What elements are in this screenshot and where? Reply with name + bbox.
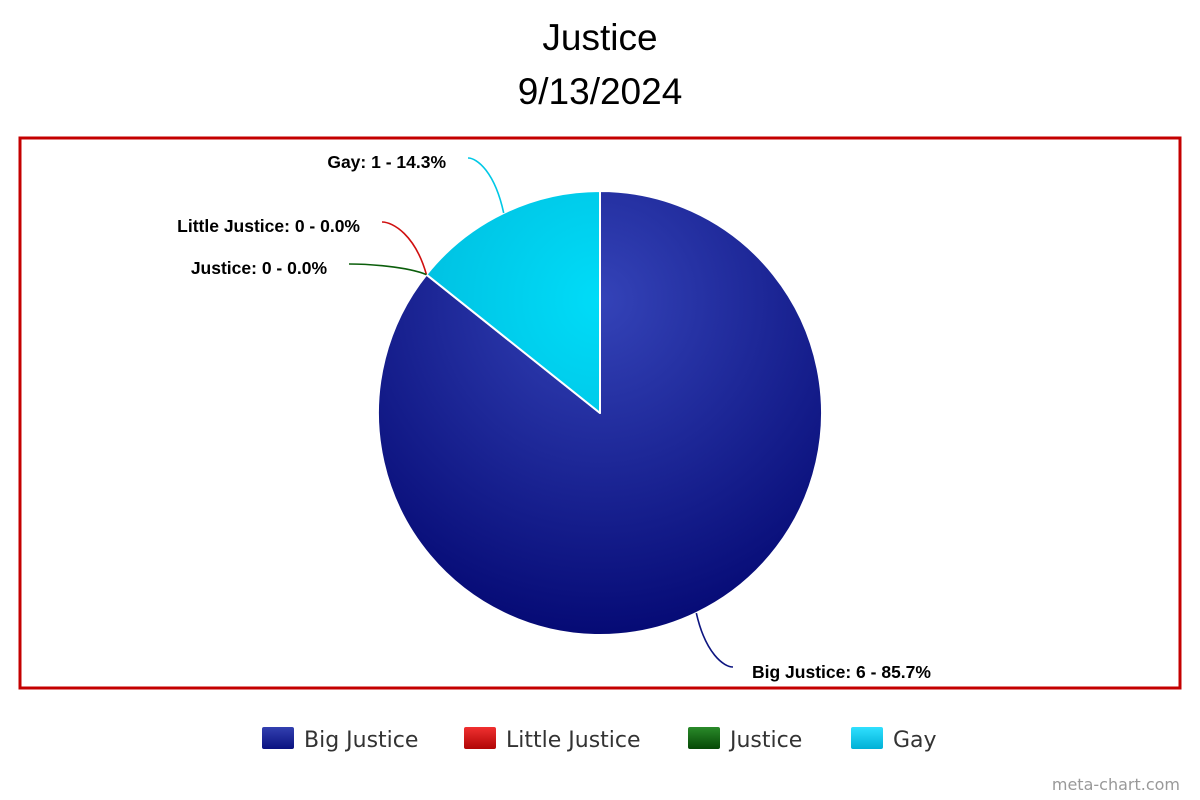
legend-swatch-big-justice (262, 727, 294, 749)
chart-title: Justice (542, 17, 657, 58)
data-label-big-justice: Big Justice: 6 - 85.7% (752, 662, 931, 682)
legend-label-little-justice: Little Justice (506, 728, 641, 753)
pie-slice-big-justice[interactable] (377, 190, 823, 636)
legend-item-justice[interactable]: Justice (688, 727, 802, 753)
legend-swatch-gay (851, 727, 883, 749)
credit-link[interactable]: meta-chart.com (1052, 775, 1180, 794)
legend-swatch-justice (688, 727, 720, 749)
data-label-little-justice: Little Justice: 0 - 0.0% (177, 216, 360, 236)
data-label-gay: Gay: 1 - 14.3% (327, 152, 446, 172)
legend-item-little-justice[interactable]: Little Justice (464, 727, 641, 753)
legend-label-gay: Gay (893, 728, 937, 753)
legend-item-gay[interactable]: Gay (851, 727, 937, 753)
legend-swatch-little-justice (464, 727, 496, 749)
pie-slices (377, 190, 823, 636)
legend-label-justice: Justice (728, 728, 802, 753)
pie-slice-gay[interactable] (425, 190, 601, 414)
connector-justice (348, 263, 427, 276)
plot-border (18, 136, 1182, 690)
chart-subtitle: 9/13/2024 (518, 71, 683, 112)
legend-label-big-justice: Big Justice (304, 728, 418, 753)
connector-little-justice (381, 221, 428, 275)
connector-big-justice (695, 612, 734, 668)
legend-item-big-justice[interactable]: Big Justice (262, 727, 418, 753)
data-label-justice: Justice: 0 - 0.0% (191, 258, 328, 278)
legend: Big Justice Little Justice Justice Gay (262, 727, 937, 753)
label-connectors (348, 157, 734, 668)
connector-gay (467, 157, 505, 214)
